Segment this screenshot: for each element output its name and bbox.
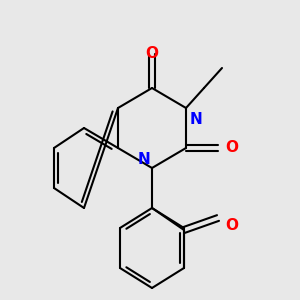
Text: N: N (190, 112, 202, 128)
Text: O: O (226, 140, 238, 155)
Text: N: N (138, 152, 150, 167)
Text: O: O (146, 46, 158, 62)
Text: O: O (226, 218, 238, 233)
